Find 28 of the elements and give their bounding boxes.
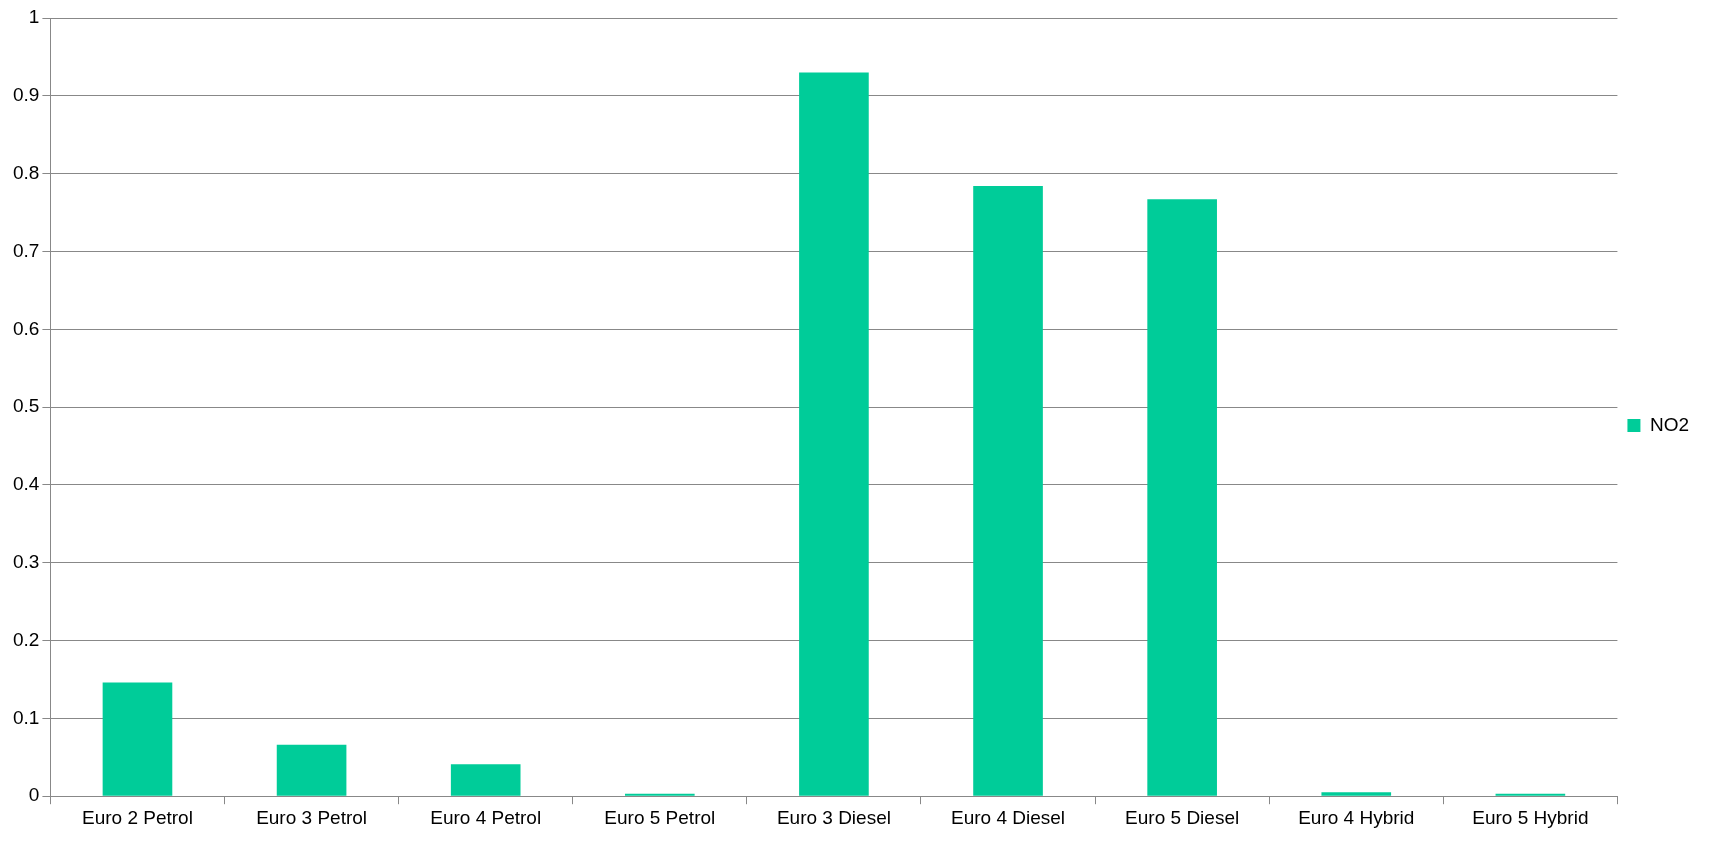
bar [1147, 199, 1217, 796]
legend-label: NO2 [1649, 413, 1690, 435]
x-tick-label: Euro 4 Diesel [951, 806, 1066, 828]
x-tick-label: Euro 2 Petrol [82, 806, 193, 828]
bar [276, 744, 347, 796]
y-tick-label: 0.4 [12, 473, 40, 495]
y-tick-label: 0.8 [12, 161, 40, 183]
x-tick-label: Euro 5 Diesel [1125, 806, 1240, 828]
x-tick-label: Euro 4 Petrol [430, 806, 542, 828]
x-tick-label: Euro 5 Petrol [604, 806, 716, 828]
x-tick-label: Euro 3 Petrol [256, 806, 368, 828]
y-tick-label: 1 [28, 6, 40, 28]
y-tick-label: 0.9 [12, 84, 40, 106]
x-tick-label: Euro 4 Hybrid [1298, 806, 1415, 828]
bar [973, 186, 1043, 796]
x-tick-label: Euro 3 Diesel [776, 806, 891, 828]
y-tick-label: 0.5 [12, 395, 40, 417]
y-tick-label: 0.1 [12, 706, 40, 728]
y-tick-label: 0.6 [12, 317, 40, 339]
y-tick-label: 0.2 [12, 628, 40, 650]
bar [1321, 792, 1392, 796]
y-tick-label: 0.3 [12, 550, 40, 572]
y-tick-label: 0.7 [12, 239, 40, 261]
bar [799, 72, 869, 796]
bar [102, 682, 173, 796]
bar [450, 764, 521, 796]
x-tick-label: Euro 5 Hybrid [1472, 806, 1589, 828]
y-tick-label: 0 [28, 784, 40, 806]
